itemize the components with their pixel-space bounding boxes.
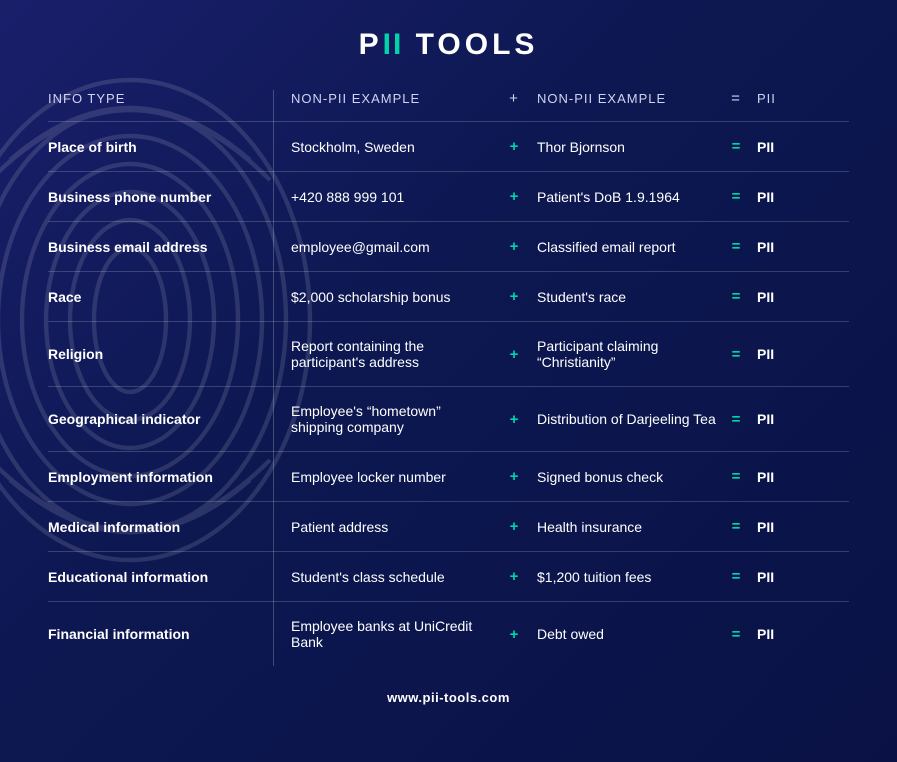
cell-pii: PII [747, 411, 787, 427]
plus-icon: + [503, 288, 525, 305]
table-row: Place of birthStockholm, Sweden+Thor Bjo… [48, 121, 849, 171]
table-row: Geographical indicatorEmployee's “hometo… [48, 386, 849, 451]
cell-pii: PII [747, 519, 787, 535]
plus-icon: + [503, 238, 525, 255]
header-example-1: NON-PII EXAMPLE [273, 91, 503, 106]
cell-pii: PII [747, 139, 787, 155]
cell-example-1: Student's class schedule [273, 569, 503, 585]
table-row: Medical informationPatient address+Healt… [48, 501, 849, 551]
cell-info-type: Geographical indicator [48, 411, 273, 427]
plus-icon: + [503, 138, 525, 155]
plus-icon: + [503, 468, 525, 485]
table-row: Business phone number+420 888 999 101+Pa… [48, 171, 849, 221]
cell-example-1: +420 888 999 101 [273, 189, 503, 205]
equals-icon: = [725, 468, 747, 485]
table-row: Employment informationEmployee locker nu… [48, 451, 849, 501]
cell-info-type: Race [48, 289, 273, 305]
cell-info-type: Place of birth [48, 139, 273, 155]
cell-pii: PII [747, 346, 787, 362]
equals-icon: = [725, 411, 747, 428]
cell-info-type: Business email address [48, 239, 273, 255]
cell-pii: PII [747, 469, 787, 485]
equals-icon: = [725, 568, 747, 585]
cell-example-2: Classified email report [525, 239, 725, 255]
table-row: ReligionReport containing the participan… [48, 321, 849, 386]
header-pii: PII [747, 91, 787, 106]
cell-example-2: Health insurance [525, 519, 725, 535]
logo-ii: II [383, 28, 404, 61]
header-info-type: INFO TYPE [48, 91, 273, 106]
logo-rest: TOOLS [403, 28, 538, 61]
equals-icon: = [725, 238, 747, 255]
cell-pii: PII [747, 289, 787, 305]
cell-info-type: Religion [48, 346, 273, 362]
cell-example-1: employee@gmail.com [273, 239, 503, 255]
table-row: Educational informationStudent's class s… [48, 551, 849, 601]
cell-pii: PII [747, 626, 787, 642]
equals-icon: = [725, 288, 747, 305]
cell-info-type: Business phone number [48, 189, 273, 205]
cell-example-1: Patient address [273, 519, 503, 535]
header-equals: = [725, 90, 747, 107]
cell-info-type: Employment information [48, 469, 273, 485]
plus-icon: + [503, 411, 525, 428]
cell-example-1: Report containing the participant's addr… [273, 338, 503, 370]
cell-example-2: Thor Bjornson [525, 139, 725, 155]
cell-info-type: Medical information [48, 519, 273, 535]
footer-url: www.pii-tools.com [48, 690, 849, 705]
cell-example-2: Signed bonus check [525, 469, 725, 485]
equals-icon: = [725, 626, 747, 643]
plus-icon: + [503, 346, 525, 363]
equals-icon: = [725, 188, 747, 205]
header-plus: + [503, 90, 525, 107]
cell-example-2: Participant claiming “Christianity” [525, 338, 725, 370]
cell-example-2: Debt owed [525, 626, 725, 642]
table-row: Business email addressemployee@gmail.com… [48, 221, 849, 271]
cell-info-type: Financial information [48, 626, 273, 642]
table-row: Financial informationEmployee banks at U… [48, 601, 849, 666]
cell-example-1: $2,000 scholarship bonus [273, 289, 503, 305]
logo-p: P [359, 28, 383, 61]
pii-table: INFO TYPE NON-PII EXAMPLE + NON-PII EXAM… [48, 90, 849, 666]
plus-icon: + [503, 518, 525, 535]
cell-example-1: Stockholm, Sweden [273, 139, 503, 155]
cell-example-2: Distribution of Darjeeling Tea [525, 411, 725, 427]
cell-example-1: Employee's “hometown” shipping company [273, 403, 503, 435]
cell-example-1: Employee banks at UniCredit Bank [273, 618, 503, 650]
cell-pii: PII [747, 189, 787, 205]
equals-icon: = [725, 346, 747, 363]
table-header: INFO TYPE NON-PII EXAMPLE + NON-PII EXAM… [48, 90, 849, 121]
plus-icon: + [503, 188, 525, 205]
cell-example-2: Student's race [525, 289, 725, 305]
cell-example-2: $1,200 tuition fees [525, 569, 725, 585]
cell-pii: PII [747, 569, 787, 585]
plus-icon: + [503, 568, 525, 585]
column-divider [273, 90, 274, 666]
cell-example-2: Patient's DoB 1.9.1964 [525, 189, 725, 205]
plus-icon: + [503, 626, 525, 643]
equals-icon: = [725, 138, 747, 155]
logo: PII TOOLS [48, 28, 849, 62]
header-example-2: NON-PII EXAMPLE [525, 91, 725, 106]
cell-example-1: Employee locker number [273, 469, 503, 485]
equals-icon: = [725, 518, 747, 535]
cell-info-type: Educational information [48, 569, 273, 585]
cell-pii: PII [747, 239, 787, 255]
table-row: Race$2,000 scholarship bonus+Student's r… [48, 271, 849, 321]
